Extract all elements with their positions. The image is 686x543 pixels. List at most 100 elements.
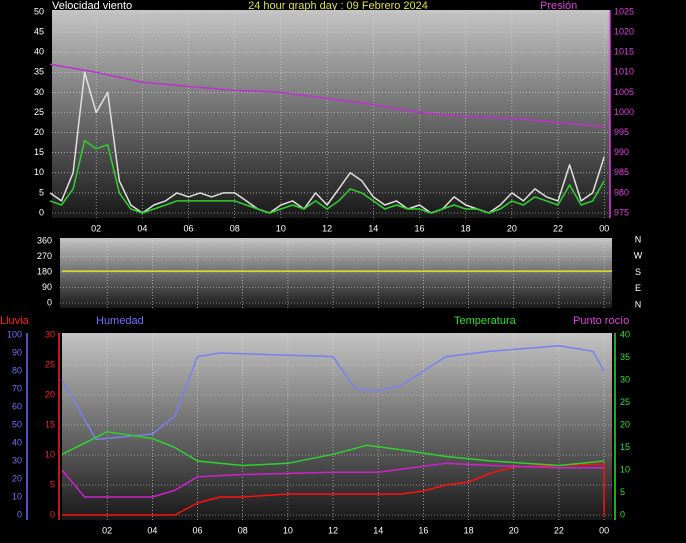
series-line xyxy=(49,63,605,128)
y-tick-label: 5 xyxy=(50,479,55,489)
y3-tick-label: 60 xyxy=(12,401,22,411)
plot-area xyxy=(60,238,612,308)
y2-tick-label: 1010 xyxy=(614,67,634,77)
y-tick-label: 20 xyxy=(34,127,44,137)
x-tick-label: 18 xyxy=(461,223,471,233)
x-tick-label: 12 xyxy=(322,223,332,233)
x-tick-label: 08 xyxy=(238,525,248,535)
temperature-label: Temperatura xyxy=(454,315,517,327)
humidity-label: Humedad xyxy=(96,315,144,327)
y-tick-label: 5 xyxy=(39,187,44,197)
y2-tick-label: 995 xyxy=(614,127,629,137)
y3-tick-label: 70 xyxy=(12,383,22,393)
y-tick-label: 10 xyxy=(34,167,44,177)
x-tick-label: 10 xyxy=(283,525,293,535)
y3-tick-label: 10 xyxy=(12,491,22,501)
y-tick-label: 360 xyxy=(37,235,52,245)
x-tick-label: 18 xyxy=(464,525,474,535)
y2-tick-label: 1015 xyxy=(614,47,634,57)
y3-tick-label: 80 xyxy=(12,365,22,375)
y-tick-label: 45 xyxy=(34,26,44,36)
y-tick-label: 180 xyxy=(37,266,52,276)
y2-tick-label: 20 xyxy=(620,419,630,429)
x-tick-label: 02 xyxy=(102,525,112,535)
dewpoint-label: Punto rocío xyxy=(573,315,629,327)
x-tick-label: 06 xyxy=(193,525,203,535)
y2-tick-label: 0 xyxy=(620,509,625,519)
y2-tick-label: 5 xyxy=(620,487,625,497)
y3-tick-label: 20 xyxy=(12,473,22,483)
y3-tick-label: 90 xyxy=(12,347,22,357)
y3-tick-label: 40 xyxy=(12,437,22,447)
x-tick-label: 04 xyxy=(137,223,147,233)
y2-tick-label: 1020 xyxy=(614,26,634,36)
x-tick-label: 22 xyxy=(554,525,564,535)
y2-tick-label: 25 xyxy=(620,397,630,407)
series-line xyxy=(62,463,605,516)
y-tick-label: 25 xyxy=(45,359,55,369)
y-tick-label: 0 xyxy=(39,207,44,217)
y-tick-label: 0 xyxy=(47,297,52,307)
y2-tick-label: 1005 xyxy=(614,87,634,97)
y2-tick-label: 10 xyxy=(620,464,630,474)
y3-tick-label: 0 xyxy=(17,509,22,519)
y3-tick-label: 50 xyxy=(12,419,22,429)
y-tick-label: 15 xyxy=(45,419,55,429)
x-tick-label: 20 xyxy=(509,525,519,535)
x-tick-label: 00 xyxy=(599,525,609,535)
y-tick-label: 40 xyxy=(34,47,44,57)
compass-label: W xyxy=(634,251,643,261)
y2-tick-label: 1000 xyxy=(614,107,634,117)
y2-tick-label: 985 xyxy=(614,167,629,177)
plot-area xyxy=(62,333,612,520)
y2-tick-label: 980 xyxy=(614,187,629,197)
x-tick-label: 00 xyxy=(599,223,609,233)
graph-title: 24 hour graph day : 09 Febrero 2024 xyxy=(248,0,428,12)
x-tick-label: 06 xyxy=(184,223,194,233)
y-tick-label: 0 xyxy=(50,509,55,519)
compass-label: E xyxy=(635,283,641,293)
series-line xyxy=(61,345,605,441)
x-tick-label: 14 xyxy=(368,223,378,233)
y2-tick-label: 30 xyxy=(620,374,630,384)
y-tick-label: 35 xyxy=(34,67,44,77)
y-tick-label: 270 xyxy=(37,251,52,261)
compass-label: N xyxy=(635,234,642,244)
y3-tick-label: 30 xyxy=(12,455,22,465)
x-tick-label: 08 xyxy=(230,223,240,233)
x-tick-label: 04 xyxy=(147,525,157,535)
x-tick-label: 20 xyxy=(507,223,517,233)
pressure-label: Presión xyxy=(540,0,577,12)
series-line xyxy=(61,462,605,498)
y-tick-label: 25 xyxy=(34,107,44,117)
x-tick-label: 22 xyxy=(553,223,563,233)
y-tick-label: 10 xyxy=(45,449,55,459)
y2-tick-label: 975 xyxy=(614,207,629,217)
wind-label: Velocidad viento xyxy=(52,0,132,12)
y2-tick-label: 1025 xyxy=(614,6,634,16)
series-line xyxy=(61,431,605,467)
y-tick-label: 20 xyxy=(45,389,55,399)
plot-area xyxy=(52,10,610,218)
x-tick-label: 14 xyxy=(373,525,383,535)
x-tick-label: 16 xyxy=(418,525,428,535)
y-tick-label: 50 xyxy=(34,6,44,16)
compass-label: N xyxy=(635,299,642,309)
y2-tick-label: 35 xyxy=(620,352,630,362)
y3-tick-label: 100 xyxy=(7,329,22,339)
rain-label: Lluvia xyxy=(0,315,30,327)
y2-tick-label: 40 xyxy=(620,329,630,339)
y-tick-label: 30 xyxy=(34,87,44,97)
y-tick-label: 90 xyxy=(42,282,52,292)
y2-tick-label: 990 xyxy=(614,147,629,157)
series-line xyxy=(49,139,605,214)
compass-label: S xyxy=(635,267,641,277)
x-tick-label: 02 xyxy=(91,223,101,233)
y-tick-label: 30 xyxy=(45,329,55,339)
x-tick-label: 16 xyxy=(414,223,424,233)
x-tick-label: 12 xyxy=(328,525,338,535)
x-tick-label: 10 xyxy=(276,223,286,233)
y2-tick-label: 15 xyxy=(620,442,630,452)
y-tick-label: 15 xyxy=(34,147,44,157)
